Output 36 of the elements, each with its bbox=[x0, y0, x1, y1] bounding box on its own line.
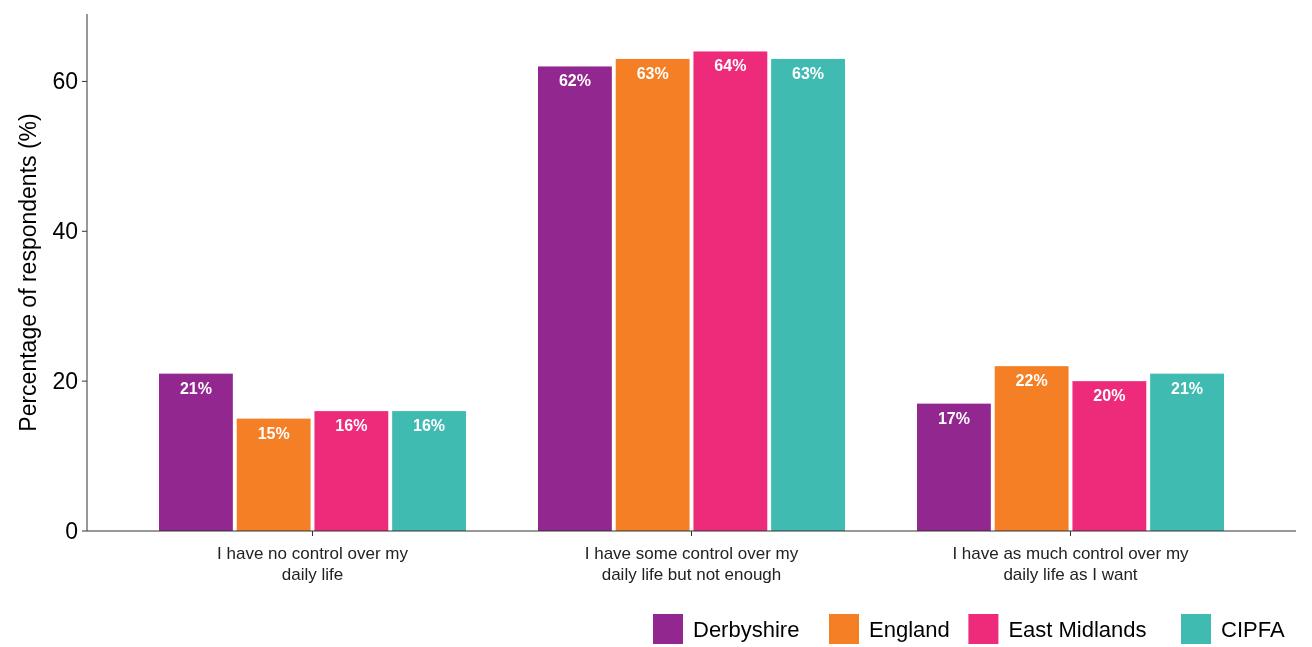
bar bbox=[314, 411, 389, 531]
bar bbox=[159, 373, 233, 531]
bar bbox=[538, 66, 612, 531]
legend-label: CIPFA bbox=[1221, 616, 1285, 642]
y-tick-label: 0 bbox=[65, 518, 78, 545]
bar bbox=[771, 58, 845, 531]
y-tick-label: 40 bbox=[52, 218, 78, 245]
data-label: 16% bbox=[335, 417, 368, 435]
bar bbox=[236, 418, 311, 531]
y-tick-label: 60 bbox=[52, 68, 78, 95]
data-label: 17% bbox=[937, 409, 970, 427]
x-tick-label: I have some control over my daily life but not enough bbox=[584, 544, 799, 584]
y-tick-label: 20 bbox=[52, 368, 78, 395]
data-label: 63% bbox=[792, 64, 825, 82]
bar bbox=[693, 51, 768, 531]
legend-label: Derbyshire bbox=[693, 616, 800, 642]
data-label: 64% bbox=[714, 57, 747, 75]
legend-label: England bbox=[869, 616, 950, 642]
bar bbox=[615, 58, 690, 531]
data-label: 20% bbox=[1093, 387, 1126, 405]
data-label: 15% bbox=[257, 424, 290, 442]
data-label: 22% bbox=[1015, 372, 1048, 390]
bar bbox=[392, 411, 466, 531]
y-axis-title: Percentage of respondents (%) bbox=[15, 113, 42, 432]
data-label: 21% bbox=[1171, 379, 1204, 397]
x-tick-label: I have no control over my daily life bbox=[217, 544, 409, 584]
x-tick-label: I have as much control over my daily life as I want bbox=[952, 544, 1190, 584]
bar bbox=[917, 403, 991, 531]
data-label: 63% bbox=[636, 64, 669, 82]
data-label: 16% bbox=[413, 417, 446, 435]
bar bbox=[994, 366, 1069, 531]
bar bbox=[1072, 381, 1147, 531]
legend-label: East Midlands bbox=[1008, 616, 1147, 642]
data-label: 21% bbox=[179, 379, 212, 397]
bar bbox=[1150, 373, 1224, 531]
data-label: 62% bbox=[558, 72, 591, 90]
